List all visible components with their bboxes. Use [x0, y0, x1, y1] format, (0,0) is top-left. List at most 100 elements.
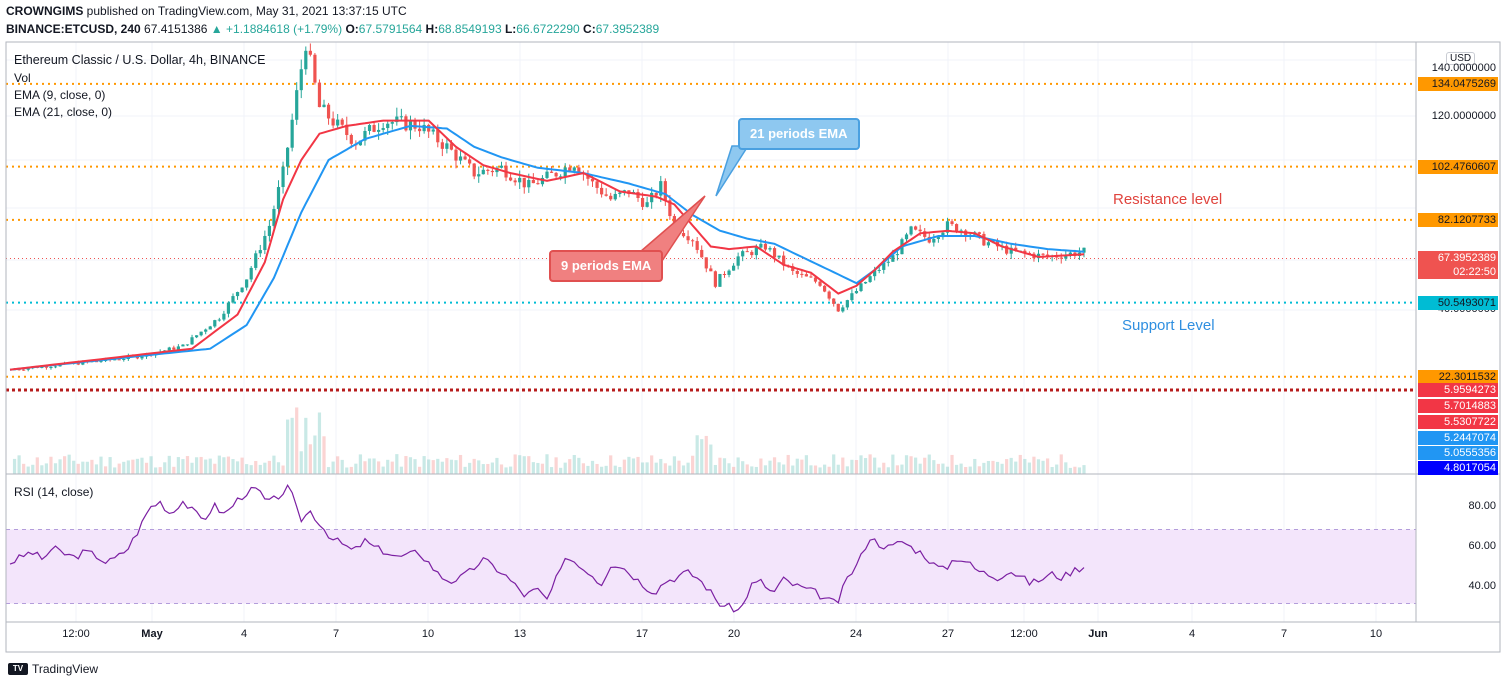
candle-body [918, 229, 922, 232]
volume-bar [677, 460, 681, 474]
candle-body [713, 271, 717, 287]
candle-body [595, 181, 599, 188]
volume-bar [326, 467, 331, 474]
volume-bar [336, 456, 340, 474]
volume-bar [982, 462, 986, 474]
volume-bar [504, 467, 508, 474]
candle-body [850, 293, 854, 301]
volume-bar [276, 462, 281, 474]
candle-body [695, 241, 699, 250]
candle-body [554, 172, 558, 177]
volume-bar [117, 463, 121, 474]
candle-body [613, 193, 617, 200]
candle-body [272, 208, 276, 226]
candle-body [454, 149, 458, 161]
volume-bar [49, 456, 53, 474]
volume-bar [932, 460, 936, 474]
candle-body [841, 307, 845, 312]
volume-bar [377, 461, 381, 474]
time-tick: 7 [1280, 628, 1288, 640]
volume-bar [923, 457, 927, 474]
resistance-label: Resistance level [1113, 191, 1223, 208]
candle-body [882, 262, 886, 270]
volume-bar [791, 465, 795, 474]
volume-bar [522, 456, 526, 474]
publisher-name[interactable]: CROWNGIMS [6, 4, 84, 18]
volume-bar [727, 463, 731, 474]
volume-bar [563, 462, 567, 474]
candle-body [26, 368, 30, 370]
candle-body [458, 156, 463, 161]
candle-body [377, 129, 381, 132]
candle-body [663, 181, 667, 201]
tradingview-logo[interactable]: TV TradingView [8, 662, 98, 676]
volume-bar [40, 465, 44, 474]
volume-bar [331, 461, 335, 474]
candle-body [832, 298, 836, 304]
volume-bar [581, 463, 586, 474]
candle-body [722, 273, 727, 275]
volume-bar [681, 465, 686, 474]
rsi-line [9, 483, 1085, 613]
volume-bar [144, 462, 149, 474]
legend-ema21[interactable]: EMA (21, close, 0) [14, 105, 113, 119]
candle-body [750, 251, 754, 256]
volume-bar [158, 467, 162, 474]
volume-bar [22, 463, 26, 474]
candle-body [345, 124, 349, 135]
low-label: L: [504, 22, 517, 36]
volume-bar [267, 460, 271, 474]
volume-bar [499, 464, 504, 474]
volume-bar [950, 454, 954, 474]
level-tag: 22.3011532 [1418, 369, 1498, 384]
volume-bar [609, 455, 613, 474]
candle-body [249, 267, 253, 280]
candle-body [718, 273, 722, 287]
volume-bar [245, 464, 249, 474]
volume-bar [836, 464, 840, 474]
volume-bar [977, 466, 981, 474]
volume-bar [914, 457, 918, 474]
candle-body [363, 130, 367, 141]
level-tag: 82.1207733 [1418, 212, 1498, 227]
time-tick: 7 [332, 628, 340, 640]
candle-body [167, 347, 171, 351]
volume-bar [463, 466, 467, 474]
currency-button[interactable]: USD [1446, 52, 1476, 65]
candle-body [549, 171, 554, 173]
volume-bar [986, 460, 991, 474]
volume-bar [345, 467, 349, 474]
symbol-label: BINANCE:ETCUSD, 240 [6, 22, 141, 36]
candle-body [668, 200, 672, 217]
candle-body [1068, 252, 1072, 256]
ema9-line [9, 119, 1085, 371]
volume-bar [468, 462, 472, 474]
volume-bar [804, 455, 808, 474]
candles [12, 43, 1086, 372]
candle-body [600, 187, 604, 195]
volume-bar [991, 460, 995, 474]
price-tick: 120.0000000 [1431, 110, 1496, 122]
candle-body [199, 331, 203, 336]
time-tick: 10 [421, 628, 435, 640]
candle-body [914, 226, 918, 230]
candle-body [122, 359, 126, 361]
candle-body [909, 226, 913, 235]
volume-bar [754, 466, 758, 474]
volume-bar [1073, 466, 1077, 474]
candle-body [395, 116, 399, 123]
volume-bar [554, 457, 558, 474]
volume-bar [945, 466, 950, 474]
candle-body [358, 140, 363, 146]
chart-title[interactable]: Ethereum Classic / U.S. Dollar, 4h, BINA… [14, 53, 266, 67]
candle-body [204, 329, 208, 332]
legend-ema9[interactable]: EMA (9, close, 0) [14, 88, 106, 102]
legend-vol[interactable]: Vol [14, 71, 31, 85]
volume-bar [472, 458, 476, 474]
candle-body [845, 300, 849, 308]
legend-rsi[interactable]: RSI (14, close) [14, 485, 94, 499]
candle-body [245, 279, 249, 288]
volume-bar [590, 460, 595, 474]
candle-body [640, 197, 645, 207]
candle-body [945, 221, 950, 233]
